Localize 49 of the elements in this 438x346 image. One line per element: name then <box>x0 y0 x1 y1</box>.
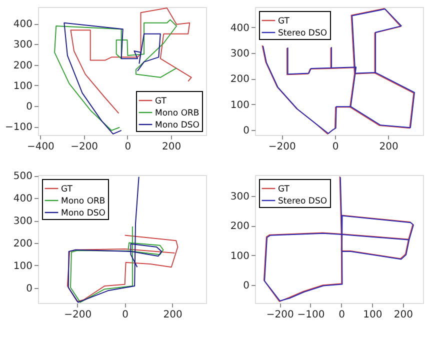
y-tick-label: 300 <box>13 40 32 51</box>
y-tick-label: 200 <box>230 221 250 232</box>
x-tick-label: 0 <box>122 310 129 320</box>
y-tick-label: 400 <box>13 19 32 30</box>
y-tick-label: 300 <box>230 48 250 60</box>
x-tick-label: 0 <box>332 142 339 152</box>
y-tick-label: 0 <box>26 283 32 294</box>
line-series <box>54 19 178 131</box>
legend-label: GT <box>278 184 290 194</box>
y-tick-label: 200 <box>13 60 32 72</box>
y-tick-label: 0 <box>243 280 250 292</box>
y-tick-label: 100 <box>13 80 32 92</box>
y-tick-label: 300 <box>13 216 32 228</box>
x-tick-label: 200 <box>394 310 414 320</box>
y-tick-label: −100 <box>5 122 32 134</box>
x-tick-label: −200 <box>70 142 98 152</box>
x-tick-label: −200 <box>268 142 296 152</box>
y-tick-label: 200 <box>13 238 32 250</box>
x-tick-label: 200 <box>162 142 182 152</box>
x-tick-label: 100 <box>363 310 382 320</box>
y-tick-label: 200 <box>230 74 250 86</box>
legend-label: Mono ORB <box>155 108 200 118</box>
y-tick-label: 300 <box>230 191 250 202</box>
legend-label: Stereo DSO <box>278 28 328 38</box>
y-tick-label: 100 <box>230 250 250 262</box>
x-tick-label: 0 <box>124 142 132 152</box>
x-tick-label: 0 <box>338 310 345 320</box>
y-tick-label: 0 <box>243 125 250 136</box>
y-tick-label: 400 <box>13 194 32 205</box>
legend-label: GT <box>155 96 168 106</box>
x-tick-label: 200 <box>163 310 182 320</box>
x-tick-label: −200 <box>266 310 294 320</box>
legend-label: Mono ORB <box>61 196 106 206</box>
y-tick-label: 400 <box>230 22 250 34</box>
legend-label: Mono DSO <box>155 120 200 130</box>
y-tick-label: 100 <box>13 260 32 272</box>
line-series <box>70 226 164 303</box>
y-tick-label: 500 <box>13 171 32 182</box>
x-tick-label: −200 <box>64 310 92 320</box>
y-tick-label: 100 <box>230 100 250 111</box>
x-tick-label: −100 <box>297 310 325 320</box>
x-tick-label: −400 <box>26 142 54 152</box>
legend-label: Mono DSO <box>61 208 106 218</box>
legend-label: Stereo DSO <box>278 196 328 206</box>
y-tick-label: 0 <box>26 102 32 113</box>
line-series <box>66 234 178 302</box>
x-tick-label: 200 <box>379 142 398 152</box>
legend-label: GT <box>61 184 74 194</box>
legend-label: GT <box>278 16 290 26</box>
